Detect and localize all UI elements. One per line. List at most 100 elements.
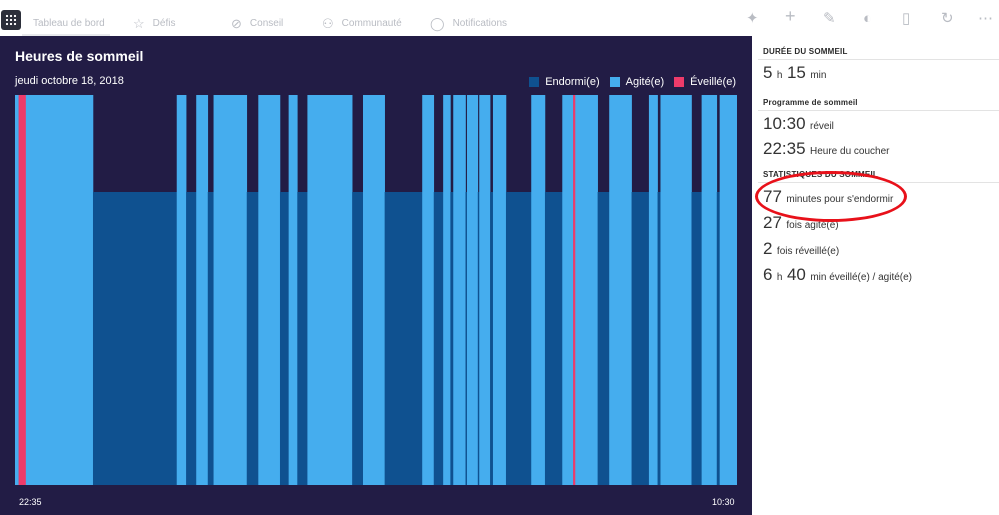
- sleep-segment[interactable]: [609, 95, 632, 485]
- sleep-segment[interactable]: [258, 95, 281, 485]
- nav-item-community[interactable]: ⚇ Communauté: [322, 13, 402, 33]
- nav-item-challenges[interactable]: ☆ Défis: [133, 13, 175, 33]
- legend-item-restless: Agité(e): [609, 76, 665, 88]
- nav-item-advice[interactable]: ⊘ Conseil: [231, 13, 283, 33]
- sleep-segment[interactable]: [176, 95, 187, 485]
- sleep-segment[interactable]: [691, 192, 702, 485]
- star-badge-icon: ☆: [133, 15, 145, 31]
- sleep-segment[interactable]: [505, 192, 532, 485]
- hours-unit: h: [776, 272, 783, 283]
- sleep-segment[interactable]: [716, 192, 720, 485]
- sleep-segment[interactable]: [213, 95, 248, 485]
- sleep-segment[interactable]: [450, 192, 454, 485]
- sleep-segment[interactable]: [279, 192, 289, 485]
- nav-item-label: Notifications: [452, 17, 508, 29]
- people-icon: ⚇: [322, 15, 334, 31]
- legend-swatch: [609, 77, 620, 87]
- x-axis-end-label: 10:30: [712, 497, 735, 507]
- chat-bubble-icon: ◯: [430, 15, 445, 31]
- legend-label: Agité(e): [625, 76, 665, 88]
- nav-item-label: Défis: [152, 17, 176, 29]
- pencil-icon[interactable]: ✎: [823, 10, 836, 27]
- pin-icon[interactable]: ✦: [746, 10, 759, 27]
- sleep-segment[interactable]: [660, 95, 692, 485]
- sleep-segment[interactable]: [15, 95, 19, 485]
- sleep-segment[interactable]: [246, 192, 259, 485]
- nav-item-label: Conseil: [249, 17, 284, 29]
- sleep-segment[interactable]: [477, 192, 480, 485]
- sleep-segment[interactable]: [531, 95, 546, 485]
- sleep-segment[interactable]: [207, 192, 214, 485]
- duration-value: 5 h 15 min: [763, 63, 826, 83]
- awake-value: 2: [763, 239, 773, 258]
- sleep-segment[interactable]: [92, 192, 178, 485]
- nav-item-label: Communauté: [341, 17, 402, 29]
- section-title-schedule: Programme de sommeil: [763, 98, 858, 107]
- moon-icon[interactable]: ◐: [863, 10, 873, 27]
- legend-item-asleep: Endormi(e): [529, 76, 600, 88]
- sleep-segment[interactable]: [490, 192, 494, 485]
- grid-icon[interactable]: [1, 10, 21, 30]
- sleep-segment[interactable]: [719, 95, 737, 485]
- legend-label: Endormi(e): [545, 76, 600, 88]
- legend-swatch: [529, 77, 540, 87]
- nav-item-dashboard[interactable]: Tableau de bord: [33, 13, 105, 33]
- bed-time: 22:35: [763, 139, 806, 158]
- sleep-segment[interactable]: [363, 95, 385, 485]
- x-axis-start-label: 22:35: [19, 497, 42, 507]
- sleep-segment[interactable]: [433, 192, 444, 485]
- minutes-unit: min: [810, 70, 827, 81]
- trash-icon[interactable]: ▯: [902, 10, 911, 27]
- sleep-segment[interactable]: [196, 95, 209, 485]
- sleep-segment[interactable]: [25, 95, 94, 485]
- sleep-segment[interactable]: [422, 95, 435, 485]
- legend-label: Éveillé(e): [690, 76, 736, 88]
- chart-date: jeudi octobre 18, 2018: [15, 75, 124, 87]
- more-icon[interactable]: ⋯: [978, 10, 993, 27]
- compass-icon: ⊘: [231, 15, 242, 31]
- section-title-duration: DURÉE DU SOMMEIL: [763, 47, 848, 56]
- sleep-segment[interactable]: [307, 95, 353, 485]
- sleep-segment[interactable]: [631, 192, 650, 485]
- sleep-segment[interactable]: [573, 95, 576, 485]
- sleep-segment[interactable]: [288, 95, 298, 485]
- fall-asleep-label: minutes pour s'endormir: [786, 194, 894, 205]
- active-tab-indicator: [22, 34, 110, 36]
- sleep-segment[interactable]: [597, 192, 610, 485]
- total-awake-restless-row: 6 h 40 min éveillé(e) / agité(e): [763, 265, 912, 285]
- sleep-segment[interactable]: [701, 95, 718, 485]
- wake-label: réveil: [810, 121, 834, 132]
- sleep-segment[interactable]: [186, 192, 197, 485]
- bed-time-row: 22:35 Heure du coucher: [763, 139, 890, 159]
- divider: [758, 110, 999, 111]
- sleep-segment[interactable]: [648, 95, 658, 485]
- sleep-segment[interactable]: [479, 95, 491, 485]
- share-icon[interactable]: ↻: [941, 10, 954, 27]
- nav-item-label: Tableau de bord: [33, 17, 105, 29]
- sleep-segment[interactable]: [466, 95, 479, 485]
- sleep-segment[interactable]: [352, 192, 364, 485]
- sleep-segment[interactable]: [297, 192, 308, 485]
- sleep-segment[interactable]: [492, 95, 507, 485]
- sleep-segment[interactable]: [544, 192, 563, 485]
- wake-time: 10:30: [763, 114, 806, 133]
- restless-value: 27: [763, 213, 782, 232]
- sleep-chart-panel: Heures de sommeil jeudi octobre 18, 2018…: [0, 36, 752, 515]
- sleep-segment[interactable]: [465, 192, 468, 485]
- sleep-segment[interactable]: [384, 192, 423, 485]
- sleep-segment[interactable]: [657, 192, 661, 485]
- plus-icon[interactable]: +: [785, 6, 796, 26]
- section-title-stats: STATISTIQUES DU SOMMEIL: [763, 170, 878, 179]
- nav-item-notifications[interactable]: ◯ Notifications: [430, 13, 507, 33]
- hours-unit: h: [776, 70, 783, 81]
- sleep-segment[interactable]: [443, 95, 451, 485]
- duration-hours: 5: [763, 63, 773, 82]
- sleep-segment[interactable]: [453, 95, 466, 485]
- sleep-segment[interactable]: [18, 95, 27, 485]
- fall-asleep-value: 77: [763, 187, 782, 206]
- sleep-segment[interactable]: [575, 95, 598, 485]
- sleep-stages-chart[interactable]: [15, 95, 737, 485]
- divider: [758, 182, 999, 183]
- divider: [758, 59, 999, 60]
- sleep-segment[interactable]: [562, 95, 574, 485]
